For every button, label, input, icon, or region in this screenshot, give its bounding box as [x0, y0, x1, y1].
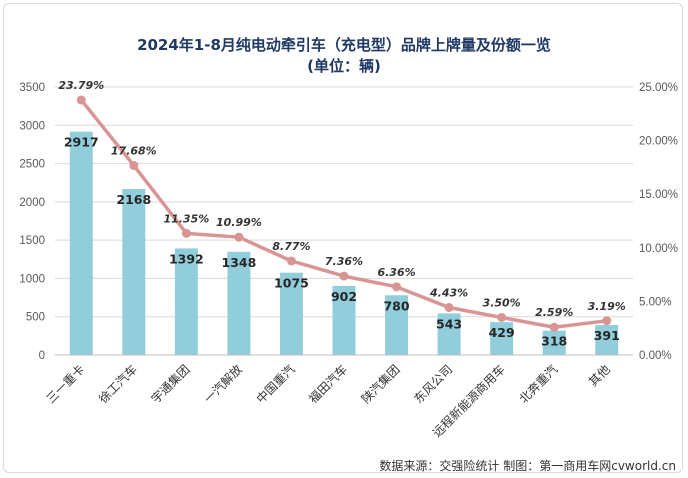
bar	[279, 272, 303, 355]
x-category-label: 其他	[586, 362, 613, 389]
x-category-label: 东风公司	[411, 362, 455, 406]
bar	[122, 188, 146, 355]
y2-tick-label: 10.00%	[639, 243, 678, 255]
bar	[595, 325, 619, 355]
share-label: 17.68%	[111, 144, 157, 157]
bar-value-label: 780	[383, 298, 409, 313]
bar	[437, 313, 461, 355]
y-tick-label: 0	[39, 350, 45, 362]
source-note: 数据来源：交强险统计 制图：第一商用车网cvworld.cn	[379, 459, 676, 473]
y-tick-label: 1500	[19, 235, 45, 247]
y2-tick-label: 5.00%	[639, 296, 672, 308]
x-category-label: 福田汽车	[306, 362, 351, 407]
x-category-label: 三一重卡	[44, 362, 88, 406]
bar	[385, 295, 409, 355]
line-point	[339, 271, 349, 281]
chart-title: 2024年1-8月纯电动牵引车（充电型）品牌上牌量及份额一览	[137, 36, 551, 54]
bar	[332, 285, 356, 355]
share-label: 6.36%	[377, 266, 415, 279]
line-point	[76, 95, 86, 105]
x-category-label: 北奔重汽	[516, 362, 561, 407]
y-tick-label: 3000	[19, 120, 45, 132]
share-label: 4.43%	[429, 287, 468, 300]
y2-tick-label: 20.00%	[639, 136, 678, 148]
y2-tick-label: 25.00%	[639, 82, 678, 94]
line-point	[129, 160, 139, 170]
bar-value-label: 1075	[274, 276, 309, 291]
y2-tick-label: 15.00%	[639, 189, 678, 201]
y2-tick-label: 0.00%	[639, 350, 672, 362]
share-label: 10.99%	[216, 216, 262, 229]
share-label: 11.35%	[163, 212, 209, 225]
x-category-label: 陕汽集团	[358, 362, 403, 407]
chart-frame	[3, 3, 683, 473]
share-label: 3.19%	[588, 300, 626, 313]
share-label: 7.36%	[325, 255, 363, 268]
x-category-label: 徐工汽车	[95, 362, 140, 407]
line-point	[181, 228, 191, 238]
y-tick-label: 500	[26, 312, 45, 324]
line-point	[497, 312, 507, 322]
bar-value-label: 2168	[116, 192, 151, 207]
bar-value-label: 391	[594, 328, 620, 343]
bar-value-label: 429	[489, 325, 515, 340]
bar	[227, 251, 251, 355]
bar-value-label: 902	[331, 289, 357, 304]
y-tick-label: 2500	[19, 159, 45, 171]
x-category-label: 宇通集团	[148, 362, 193, 407]
bar-value-label: 318	[541, 334, 567, 349]
bar-value-label: 1392	[169, 251, 204, 266]
line-point	[234, 232, 244, 242]
bar	[542, 330, 566, 355]
share-label: 2.59%	[535, 306, 573, 319]
y-tick-label: 1000	[19, 273, 45, 285]
chart-subtitle: (单位：辆)	[307, 57, 381, 75]
bar	[174, 248, 198, 355]
line-point	[392, 282, 402, 292]
line-point	[549, 322, 559, 332]
bar-value-label: 1348	[222, 255, 257, 270]
y-tick-label: 2000	[19, 197, 45, 209]
bar	[69, 131, 93, 355]
bar	[490, 322, 514, 355]
x-category-label: 一汽解放	[200, 362, 245, 407]
bar-value-label: 543	[436, 316, 462, 331]
share-label: 3.50%	[483, 296, 521, 309]
x-category-label: 中国重汽	[253, 362, 298, 407]
share-label: 8.77%	[272, 240, 310, 253]
line-point	[444, 303, 454, 313]
y-tick-label: 3500	[19, 82, 45, 94]
share-label: 23.79%	[58, 79, 104, 92]
line-point	[286, 256, 296, 266]
line-point	[602, 316, 612, 326]
bar-value-label: 2917	[64, 135, 99, 150]
